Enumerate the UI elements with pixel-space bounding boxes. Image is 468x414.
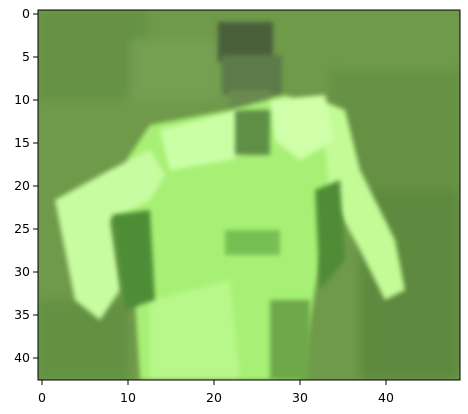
- y-tick-label: 35: [14, 307, 30, 322]
- y-tick-label: 10: [14, 92, 30, 107]
- shirt-shadows: [112, 110, 345, 380]
- y-axis: 0 5 10 15 20 25 30 35 40: [14, 6, 38, 365]
- image-content: [38, 10, 460, 380]
- grass-texture: [38, 10, 460, 380]
- y-tick-label: 0: [22, 6, 30, 21]
- axes-frame: [37, 9, 461, 381]
- y-tick-label: 15: [14, 135, 30, 150]
- y-tick-label: 5: [22, 49, 30, 64]
- y-tick-label: 25: [14, 221, 30, 236]
- x-tick-label: 30: [292, 390, 308, 405]
- x-tick-label: 0: [38, 390, 46, 405]
- y-tick-label: 30: [14, 264, 30, 279]
- y-tick-label: 20: [14, 178, 30, 193]
- x-tick-label: 20: [206, 390, 222, 405]
- x-axis: 0 10 20 30 40: [38, 380, 394, 405]
- x-tick-label: 10: [120, 390, 136, 405]
- x-tick-label: 40: [378, 390, 394, 405]
- y-tick-label: 40: [14, 350, 30, 365]
